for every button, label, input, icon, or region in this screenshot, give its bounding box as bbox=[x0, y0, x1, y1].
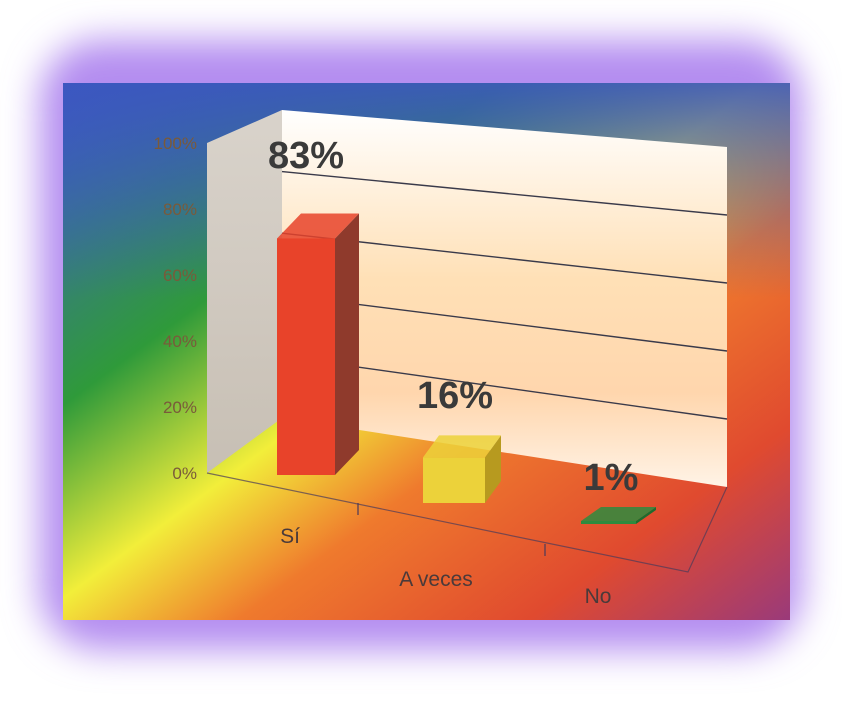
y-tick-label: 100% bbox=[154, 134, 197, 153]
data-label: 83% bbox=[268, 135, 344, 177]
y-tick-label: 0% bbox=[172, 464, 197, 483]
y-tick-label: 80% bbox=[163, 200, 197, 219]
category-label: No bbox=[585, 585, 612, 608]
bar-1 bbox=[277, 213, 359, 475]
bar-front bbox=[581, 521, 636, 524]
side-wall bbox=[207, 110, 282, 473]
bar-front bbox=[423, 457, 485, 503]
category-label: Sí bbox=[280, 525, 300, 548]
y-tick-label: 60% bbox=[163, 266, 197, 285]
y-tick-label: 20% bbox=[163, 398, 197, 417]
bar-side bbox=[335, 213, 359, 475]
y-tick-labels: 0% 20% 40% 60% 80% 100% bbox=[154, 134, 197, 483]
data-labels: 83% 16% 1% bbox=[268, 135, 638, 499]
axes bbox=[206, 472, 728, 573]
floor-edge bbox=[206, 472, 728, 573]
bars bbox=[277, 213, 656, 524]
bar-front bbox=[277, 238, 335, 475]
bar-3 bbox=[581, 507, 656, 524]
bar-top bbox=[423, 435, 501, 458]
bar-2 bbox=[423, 435, 501, 503]
data-label: 16% bbox=[417, 375, 493, 417]
bar-side bbox=[636, 507, 656, 524]
bar-top bbox=[277, 213, 359, 239]
bar-top bbox=[581, 507, 656, 521]
gridline bbox=[281, 170, 728, 216]
category-label: A veces bbox=[399, 568, 473, 591]
category-labels: Sí A veces No bbox=[280, 525, 611, 608]
y-tick-label: 40% bbox=[163, 332, 197, 351]
data-label: 1% bbox=[584, 457, 639, 499]
bar-side bbox=[485, 435, 501, 503]
